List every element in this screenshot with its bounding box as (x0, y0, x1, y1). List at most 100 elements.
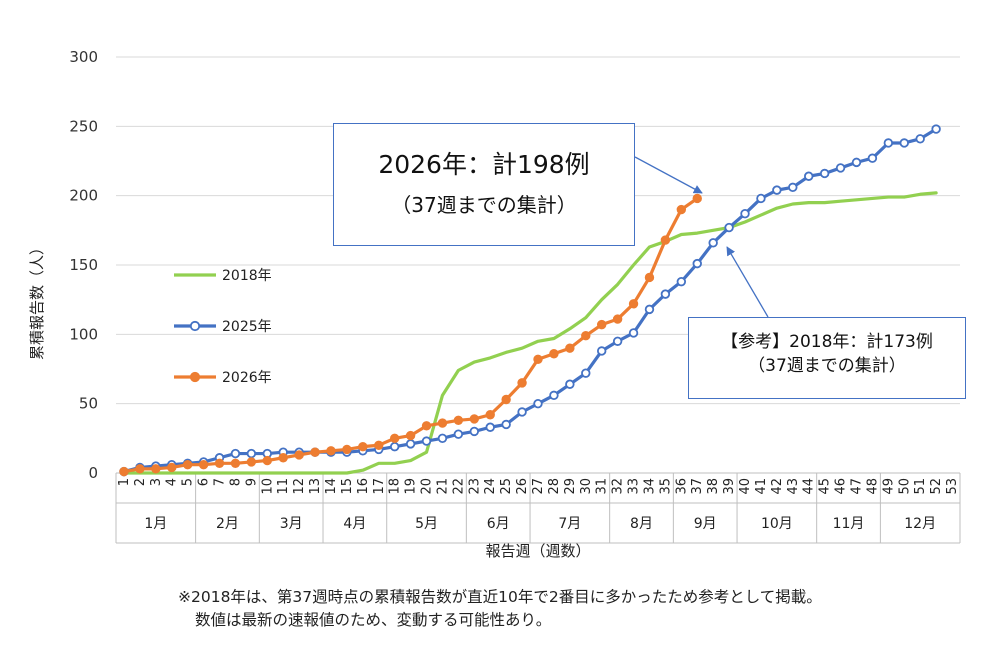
x-tick-label: 51 (913, 478, 928, 495)
data-point (724, 222, 734, 233)
legend-label: 2018年 (222, 268, 272, 284)
data-point (533, 354, 543, 364)
callout-2026-subtitle: （37週までの集計） (391, 193, 577, 217)
x-tick-label: 45 (818, 478, 833, 495)
data-point (565, 379, 575, 389)
data-point (119, 466, 129, 477)
data-point (501, 419, 511, 430)
data-point (135, 464, 145, 474)
legend-swatch-marker (189, 371, 201, 383)
x-tick-label: 16 (356, 478, 371, 495)
data-point (772, 185, 782, 195)
data-point (421, 436, 432, 446)
x-tick-label: 7 (213, 478, 228, 486)
month-label: 10月 (761, 516, 793, 532)
data-point (883, 138, 894, 148)
month-label: 7月 (558, 516, 581, 532)
y-tick-label: 300 (69, 48, 98, 66)
data-point (612, 336, 623, 346)
data-point (899, 138, 909, 148)
x-tick-label: 37 (690, 478, 705, 495)
data-point (740, 208, 750, 219)
data-point (867, 153, 878, 163)
callout-2026-total: 2026年：計198例 （37週までの集計） (333, 123, 635, 246)
data-point (708, 238, 718, 248)
data-point (485, 422, 495, 432)
month-label: 5月 (415, 516, 438, 532)
x-tick-label: 13 (308, 478, 323, 495)
data-point (596, 346, 607, 356)
arrow-to-2026-point (634, 156, 703, 194)
x-tick-label: 52 (929, 478, 944, 495)
data-point (485, 410, 495, 420)
x-tick-label: 36 (674, 478, 689, 495)
x-axis-label: 報告週（週数） (485, 542, 590, 560)
data-point (278, 453, 288, 463)
x-tick-label: 3 (149, 478, 164, 486)
data-point (358, 441, 368, 452)
x-tick-label: 33 (627, 478, 642, 495)
callout-2026-title: 2026年：計198例 (378, 150, 590, 179)
month-label: 8月 (630, 516, 653, 532)
x-tick-label: 11 (276, 478, 291, 495)
x-tick-label: 15 (340, 478, 355, 495)
legend: 2018年 2025年 2026年 (174, 268, 272, 386)
data-point (405, 430, 416, 441)
series-line (122, 191, 938, 475)
month-label: 4月 (343, 516, 366, 532)
data-point (517, 378, 527, 388)
footnote-line-2: 数値は最新の速報値のため、変動する可能性あり。 (195, 611, 552, 629)
y-tick-label: 0 (88, 464, 98, 482)
data-point (246, 457, 257, 467)
data-point (262, 455, 272, 466)
data-point (533, 398, 543, 409)
x-tick-label: 25 (499, 478, 514, 495)
x-tick-label: 53 (945, 478, 960, 495)
y-tick-label: 150 (69, 256, 98, 274)
x-tick-label: 39 (722, 478, 737, 495)
data-point (182, 459, 193, 470)
x-tick-label: 46 (834, 478, 849, 495)
data-point (692, 258, 702, 269)
x-tick-label: 27 (531, 478, 546, 495)
data-point (469, 414, 480, 424)
month-label: 1月 (144, 516, 167, 532)
x-tick-label: 42 (770, 478, 785, 495)
data-point (198, 459, 209, 470)
x-tick-label: 29 (563, 478, 578, 495)
x-tick-label: 19 (404, 478, 419, 495)
x-tick-label: 2 (133, 478, 148, 486)
x-tick-label: 18 (388, 478, 403, 495)
x-tick-label: 30 (579, 478, 594, 495)
data-point (437, 433, 448, 444)
x-tick-label: 44 (802, 478, 817, 495)
legend-label: 2026年 (222, 370, 272, 386)
data-point (644, 304, 655, 315)
data-point (628, 328, 639, 338)
x-tick-label: 22 (451, 478, 466, 495)
data-point (167, 462, 177, 473)
month-label: 12月 (904, 516, 936, 532)
data-point (819, 168, 830, 179)
data-point (581, 331, 591, 341)
grid-lines (116, 56, 960, 474)
legend-swatch-marker (189, 320, 201, 332)
data-point (230, 448, 241, 459)
x-tick-label: 5 (181, 478, 196, 486)
x-tick-label: 6 (197, 478, 212, 486)
data-point (931, 124, 941, 134)
x-tick-label: 34 (642, 478, 657, 495)
data-point (469, 426, 480, 437)
data-point (453, 415, 464, 426)
callout-arrows (634, 156, 769, 318)
data-point (294, 450, 304, 460)
month-label: 9月 (694, 516, 717, 532)
data-point (612, 314, 623, 324)
data-point (342, 444, 352, 455)
data-point (660, 289, 671, 299)
y-axis-ticks: 0 50 100 150 200 250 300 (69, 48, 98, 482)
y-axis-label: 累積報告数（人） (28, 240, 46, 360)
x-tick-label: 9 (244, 478, 259, 486)
x-tick-label: 24 (483, 478, 498, 495)
